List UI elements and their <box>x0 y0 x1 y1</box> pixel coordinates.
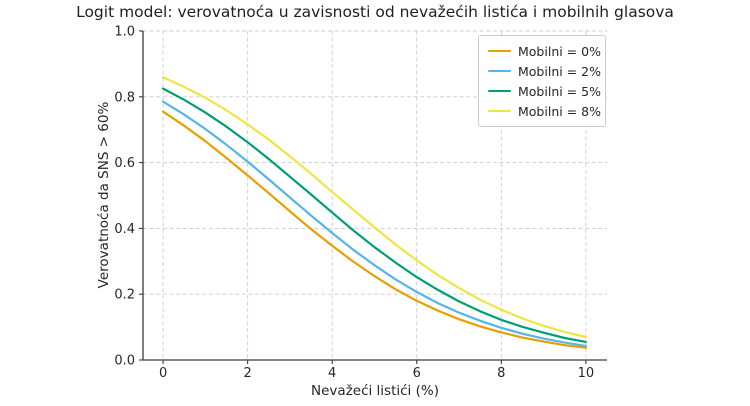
axes-spines <box>142 31 607 361</box>
legend: Mobilni = 0% Mobilni = 2% Mobilni = 5% M… <box>478 35 606 127</box>
curve-series-3 <box>162 76 588 339</box>
curve-series-1 <box>162 100 588 347</box>
x-axis-label: Nevažeći listići (%) <box>311 383 439 399</box>
y-tick-label: 0.0 <box>114 354 135 369</box>
legend-label: Mobilni = 0% <box>518 43 601 59</box>
legend-item-mobilni-0: Mobilni = 0% <box>488 41 601 61</box>
tick-labels: 0 2 4 6 8 10 0.0 0.2 0.4 0.6 0.8 1.0 <box>114 25 594 382</box>
y-axis-label: Verovatnoća da SNS > 60% <box>96 101 112 289</box>
y-tick-label: 0.2 <box>114 288 135 303</box>
curve-series-2 <box>162 87 588 343</box>
legend-label: Mobilni = 8% <box>518 103 601 119</box>
x-tick-label: 6 <box>413 366 421 381</box>
legend-label: Mobilni = 5% <box>518 83 601 99</box>
x-tick-label: 8 <box>497 366 505 381</box>
chart-title: Logit model: verovatnoća u zavisnosti od… <box>76 3 674 21</box>
legend-item-mobilni-8: Mobilni = 8% <box>488 101 601 121</box>
legend-item-mobilni-2: Mobilni = 2% <box>488 61 601 81</box>
legend-item-mobilni-5: Mobilni = 5% <box>488 81 601 101</box>
legend-line-icon <box>488 49 511 53</box>
x-tick-label: 2 <box>243 366 251 381</box>
curves <box>162 76 588 349</box>
legend-line-icon <box>488 89 511 93</box>
legend-line-icon <box>488 69 511 73</box>
x-tick-label: 0 <box>159 366 167 381</box>
x-tick-label: 10 <box>578 366 595 381</box>
y-tick-label: 0.8 <box>114 90 135 105</box>
y-tick-label: 0.4 <box>114 222 135 237</box>
legend-line-icon <box>488 109 511 113</box>
curve-series-0 <box>162 110 588 349</box>
x-tick-label: 4 <box>328 366 336 381</box>
legend-label: Mobilni = 2% <box>518 63 601 79</box>
y-tick-label: 0.6 <box>114 156 135 171</box>
tick-marks <box>139 30 587 364</box>
y-tick-label: 1.0 <box>114 25 135 40</box>
